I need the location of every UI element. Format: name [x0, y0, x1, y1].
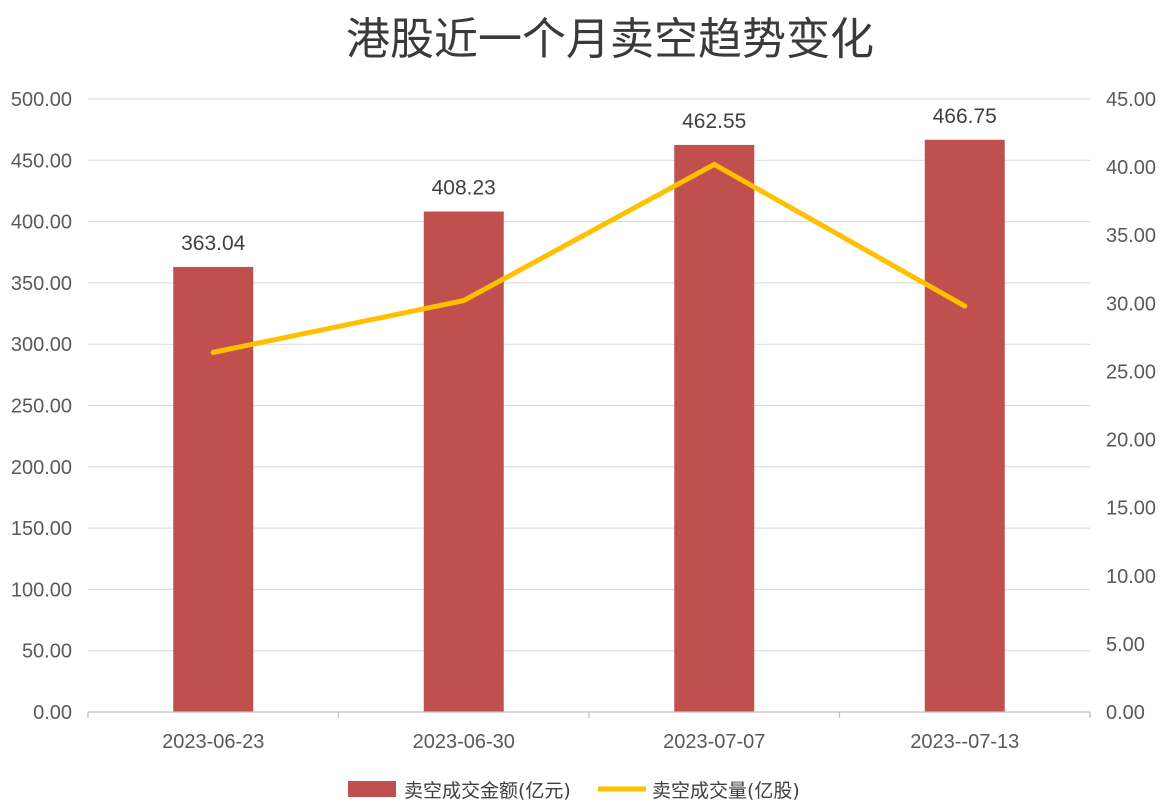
bar	[674, 144, 755, 712]
right-tick-label: 15.00	[1106, 498, 1156, 520]
left-tick-label: 0.00	[33, 702, 72, 724]
bar	[423, 211, 504, 713]
left-tick-label: 400.00	[11, 212, 72, 234]
bar-data-label: 462.55	[682, 110, 746, 133]
left-tick-label: 150.00	[11, 518, 72, 540]
x-tick-label: 2023-06-23	[162, 731, 264, 753]
x-tick-label: 2023-07-07	[663, 731, 765, 753]
bar-data-label: 408.23	[432, 177, 496, 200]
right-tick-label: 45.00	[1106, 89, 1156, 111]
left-tick-label: 100.00	[11, 579, 72, 601]
bar	[924, 139, 1005, 712]
right-tick-label: 35.00	[1106, 225, 1156, 247]
left-tick-label: 250.00	[11, 396, 72, 418]
data-labels: 363.04 408.23 462.55 466.75	[181, 105, 997, 255]
x-tick-label: 2023-06-30	[413, 731, 515, 753]
right-axis: 0.00 5.00 10.00 15.00 20.00 25.00 30.00 35.00 40…	[1106, 89, 1156, 724]
legend-line-label: 卖空成交量(亿股)	[652, 780, 800, 802]
line-point	[711, 161, 717, 167]
line-path	[210, 161, 968, 355]
right-tick-label: 5.00	[1106, 634, 1145, 656]
right-tick-label: 25.00	[1106, 361, 1156, 383]
x-tick-label: 2023-​-07-13	[910, 731, 1019, 753]
right-tick-label: 40.00	[1106, 157, 1156, 179]
legend-bar-swatch	[348, 781, 396, 797]
x-axis: 2023-06-23 2023-06-30 2023-07-07 2023-​-07-…	[87, 711, 1091, 753]
right-tick-label: 20.00	[1106, 430, 1156, 452]
left-axis: 0.00 50.00 100.00 150.00 200.00 250.00 300.00 3…	[11, 89, 72, 724]
chart-title: 港股近一个月卖空趋势变化	[346, 14, 874, 65]
left-tick-label: 50.00	[22, 641, 72, 663]
bar-data-label: 363.04	[181, 232, 246, 255]
line-point	[962, 303, 968, 309]
legend: 卖空成交金额(亿元) 卖空成交量(亿股)	[348, 780, 800, 802]
left-tick-label: 300.00	[11, 334, 72, 356]
left-tick-label: 450.00	[11, 150, 72, 172]
bar-series	[173, 139, 1005, 713]
bar	[173, 266, 254, 712]
left-tick-label: 500.00	[11, 89, 72, 111]
right-tick-label: 30.00	[1106, 293, 1156, 315]
left-tick-label: 350.00	[11, 273, 72, 295]
line-series	[210, 161, 968, 355]
line-point	[210, 349, 216, 355]
bar-data-label: 466.75	[933, 105, 997, 128]
right-tick-label: 0.00	[1106, 702, 1145, 724]
legend-bar-label: 卖空成交金额(亿元)	[404, 780, 571, 802]
left-tick-label: 200.00	[11, 457, 72, 479]
line-point	[461, 298, 467, 304]
right-tick-label: 10.00	[1106, 566, 1156, 588]
